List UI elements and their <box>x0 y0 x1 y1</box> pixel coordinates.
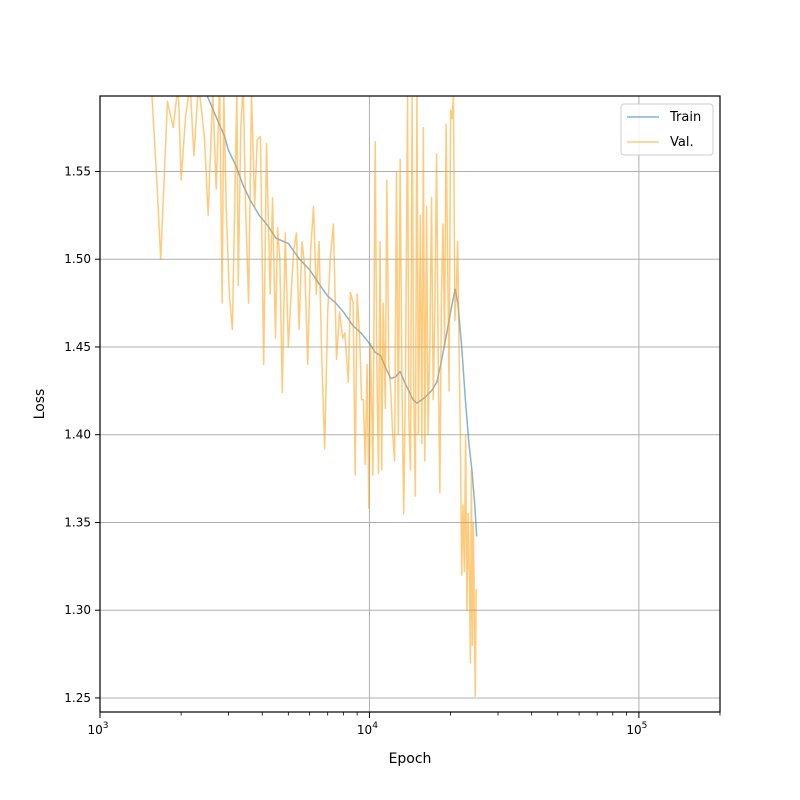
x-tick-label: 105 <box>626 721 647 737</box>
y-tick-label: 1.30 <box>64 603 91 617</box>
grid <box>99 96 720 712</box>
x-tick-label: 103 <box>87 721 108 737</box>
y-tick-label: 1.55 <box>64 164 91 178</box>
y-tick-label: 1.45 <box>64 340 91 354</box>
y-tick-label: 1.35 <box>64 515 91 529</box>
legend-label-val: Val. <box>670 135 694 150</box>
x-tick-label: 104 <box>357 721 378 737</box>
y-tick-label: 1.40 <box>64 428 91 442</box>
plot-frame <box>99 95 721 713</box>
y-tick-label: 1.50 <box>64 252 91 266</box>
x-axis-label: Epoch <box>389 751 432 767</box>
series-line-val <box>139 96 477 697</box>
series-layer <box>139 96 478 697</box>
legend: Train Val. <box>620 103 714 156</box>
legend-label-train: Train <box>669 110 701 125</box>
y-axis-label: Loss <box>32 389 48 420</box>
axis-ticks: 1.25 1.30 1.35 1.40 1.45 1.50 1.55 103 104 105 <box>64 164 721 737</box>
y-tick-label: 1.25 <box>64 691 91 705</box>
